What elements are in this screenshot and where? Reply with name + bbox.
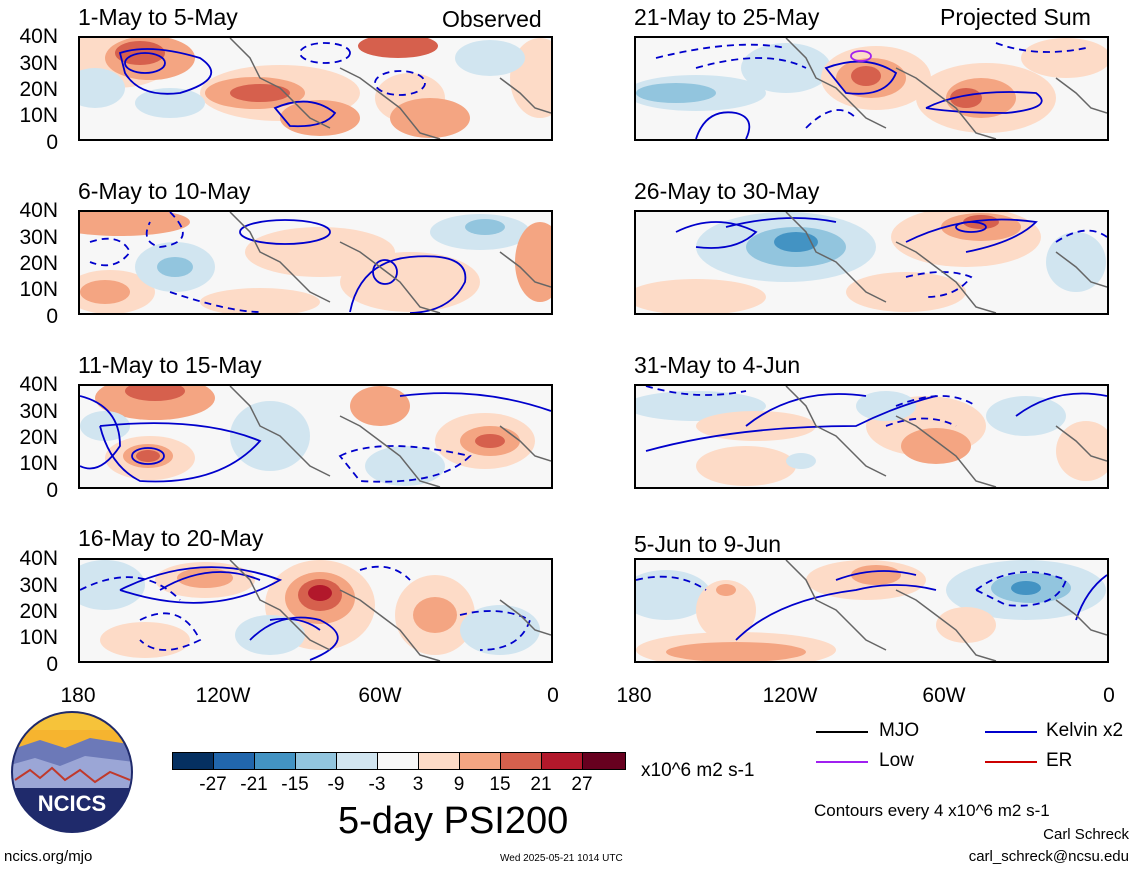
colorbar-cell — [377, 752, 419, 770]
y-label: 40N — [19, 547, 58, 570]
colorbar-label: 3 — [412, 774, 424, 795]
x-label: 60W — [358, 684, 402, 707]
mjo-line — [816, 731, 868, 733]
x-label: 180 — [616, 684, 652, 707]
colorbar-cell — [254, 752, 296, 770]
y-label: 10N — [19, 452, 58, 475]
panel-title-2: 6-May to 10-May — [78, 178, 251, 204]
anomaly-map — [636, 560, 1107, 661]
panel-title-1: 1-May to 5-May — [78, 4, 238, 30]
y-label: 20N — [19, 600, 58, 623]
logo-text: NCICS — [38, 791, 106, 816]
y-label: 0 — [46, 131, 58, 154]
colorbar-label: 21 — [530, 774, 552, 795]
anomaly-map — [80, 386, 551, 487]
site-url[interactable]: ncics.org/mjo — [4, 848, 93, 865]
colorbar-label: -9 — [327, 774, 345, 795]
x-label: 180 — [60, 684, 96, 707]
colorbar-cell — [172, 752, 214, 770]
colorbar-label: 27 — [571, 774, 593, 795]
y-label: 30N — [19, 400, 58, 423]
kelvin-label: Kelvin x2 — [1046, 720, 1124, 741]
anomaly-map — [80, 212, 551, 313]
panel-title-8: 5-Jun to 9-Jun — [634, 531, 782, 557]
colorbar-cell — [459, 752, 501, 770]
colorbar-label: 9 — [453, 774, 465, 795]
mjo-label: MJO — [879, 720, 920, 741]
panel-title-6: 26-May to 30-May — [634, 178, 820, 204]
y-label: 10N — [19, 104, 58, 127]
ncics-logo: NCICS — [10, 710, 134, 834]
x-label: 120W — [762, 684, 818, 707]
map-panel-6 — [634, 210, 1109, 315]
map-panel-3 — [78, 384, 553, 489]
y-label: 20N — [19, 426, 58, 449]
y-label: 0 — [46, 479, 58, 502]
y-label: 40N — [19, 199, 58, 222]
main-title: 5-day PSI200 — [338, 800, 569, 842]
low-line — [816, 761, 868, 763]
colorbar-label: 15 — [489, 774, 511, 795]
contour-note: Contours every 4 x10^6 m2 s-1 — [814, 801, 1050, 820]
anomaly-map — [636, 38, 1107, 139]
map-panel-2 — [78, 210, 553, 315]
x-label: 0 — [547, 684, 559, 707]
colorbar-cell — [582, 752, 626, 770]
panel-title-7: 31-May to 4-Jun — [634, 352, 801, 378]
colorbar-cell — [418, 752, 460, 770]
colorbar — [172, 752, 628, 774]
er-label: ER — [1046, 750, 1073, 771]
y-label: 40N — [19, 373, 58, 396]
colorbar-cell — [213, 752, 255, 770]
panel-title-3: 11-May to 15-May — [78, 352, 262, 378]
y-label: 20N — [19, 252, 58, 275]
ncics-logo-image: NCICS — [11, 711, 133, 833]
colorbar-cell — [336, 752, 378, 770]
map-panel-5 — [634, 36, 1109, 141]
x-label: 60W — [922, 684, 966, 707]
y-label: 30N — [19, 226, 58, 249]
y-label: 30N — [19, 574, 58, 597]
anomaly-map — [636, 386, 1107, 487]
y-label: 40N — [19, 25, 58, 48]
colorbar-units: x10^6 m2 s-1 — [641, 760, 755, 781]
y-label: 10N — [19, 626, 58, 649]
panel-title-5: 21-May to 25-May — [634, 4, 820, 30]
colorbar-label: -21 — [240, 774, 268, 795]
low-label: Low — [879, 750, 914, 771]
colorbar-label: -15 — [281, 774, 309, 795]
timestamp: Wed 2025-05-21 1014 UTC — [500, 853, 623, 864]
x-label: 120W — [195, 684, 251, 707]
x-label: 0 — [1103, 684, 1115, 707]
colorbar-cell — [541, 752, 583, 770]
kelvin-line — [985, 731, 1037, 733]
colorbar-label: -3 — [368, 774, 386, 795]
map-panel-8 — [634, 558, 1109, 663]
y-label: 30N — [19, 52, 58, 75]
y-label: 0 — [46, 653, 58, 676]
observed-label: Observed — [442, 6, 542, 32]
y-label: 20N — [19, 78, 58, 101]
anomaly-map — [636, 212, 1107, 313]
map-panel-1 — [78, 36, 553, 141]
anomaly-map — [80, 38, 551, 139]
colorbar-label: -27 — [199, 774, 227, 795]
y-label: 0 — [46, 305, 58, 328]
author-email[interactable]: carl_schreck@ncsu.edu — [968, 848, 1129, 865]
panel-title-4: 16-May to 20-May — [78, 525, 264, 551]
y-label: 10N — [19, 278, 58, 301]
colorbar-cell — [295, 752, 337, 770]
colorbar-cell — [500, 752, 542, 770]
author-name: Carl Schreck — [1043, 826, 1129, 843]
er-line — [985, 761, 1037, 763]
map-panel-7 — [634, 384, 1109, 489]
anomaly-map — [80, 560, 551, 661]
projected-sum-label: Projected Sum — [940, 4, 1091, 30]
map-panel-4 — [78, 558, 553, 663]
